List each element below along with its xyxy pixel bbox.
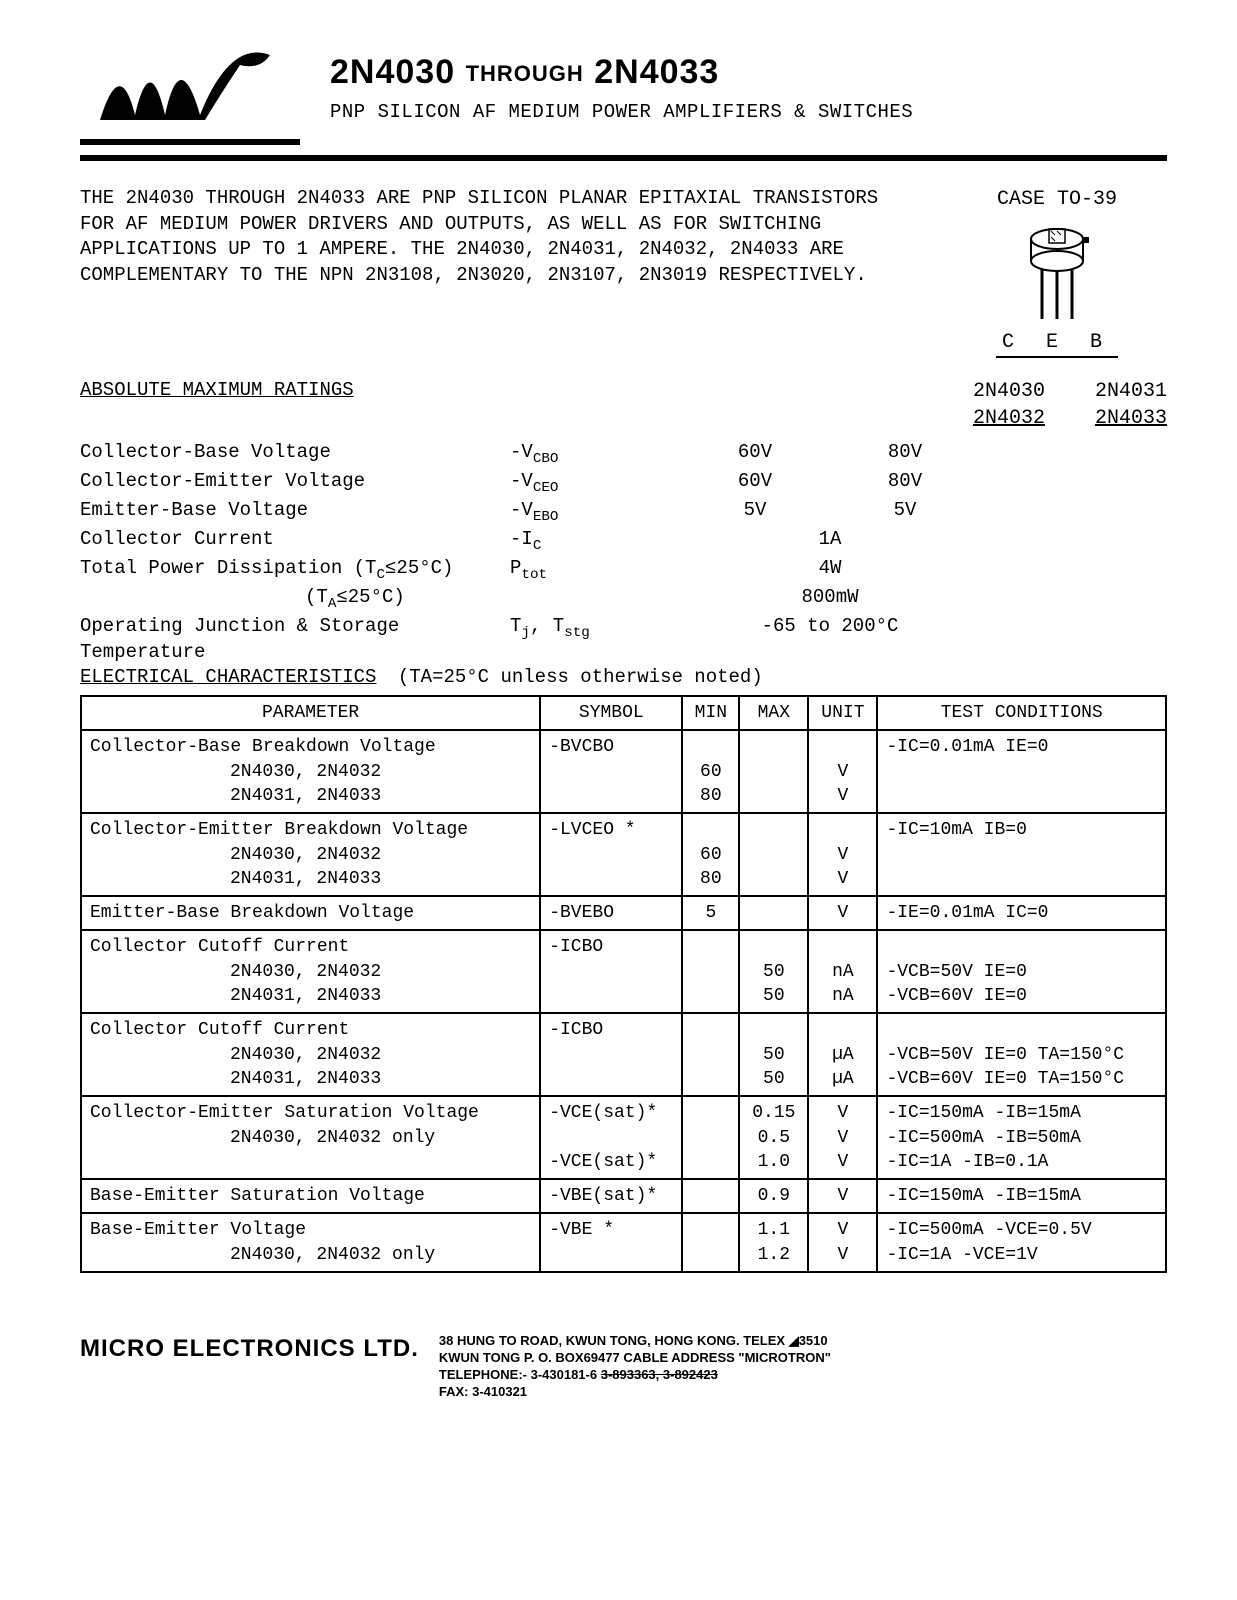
col1a: 2N4030	[973, 378, 1045, 405]
rating-row-ptot1: Total Power Dissipation (TC≤25°C) Ptot 4…	[80, 556, 1167, 585]
elec-header-row: PARAMETER SYMBOL MIN MAX UNIT TEST CONDI…	[81, 696, 1166, 730]
col2b: 2N4033	[1095, 405, 1167, 432]
elec-row: Base-Emitter Voltage2N4030, 2N4032 only-…	[81, 1213, 1166, 1272]
th-symbol: SYMBOL	[540, 696, 682, 730]
rating-row-ptot2: (TA≤25°C) 800mW	[80, 585, 1167, 614]
th-max: MAX	[739, 696, 808, 730]
footer: MICRO ELECTRONICS LTD. 38 HUNG TO ROAD, …	[80, 1333, 1167, 1401]
elec-row: Collector-Base Breakdown Voltage2N4030, …	[81, 730, 1166, 813]
header: 2N4030 THROUGH 2N4033 PNP SILICON AF MED…	[80, 30, 1167, 161]
logo-svg	[90, 35, 290, 135]
pin-labels: C E B	[996, 329, 1118, 358]
elec-row: Collector-Emitter Saturation Voltage2N40…	[81, 1096, 1166, 1179]
elec-row: Collector Cutoff Current2N4030, 2N40322N…	[81, 930, 1166, 1013]
th-min: MIN	[682, 696, 739, 730]
part-columns: 2N4030 2N4032 2N4031 2N4033	[973, 378, 1167, 432]
title-right: 2N4033	[594, 53, 719, 91]
intro-row: THE 2N4030 THROUGH 2N4033 ARE PNP SILICO…	[80, 186, 1167, 358]
intro-text: THE 2N4030 THROUGH 2N4033 ARE PNP SILICO…	[80, 186, 887, 358]
ratings-title: ABSOLUTE MAXIMUM RATINGS	[80, 378, 354, 432]
elec-section: ELECTRICAL CHARACTERISTICS (TA=25°C unle…	[80, 665, 1167, 1273]
elec-row: Collector-Emitter Breakdown Voltage2N403…	[81, 813, 1166, 896]
case-title: CASE TO-39	[947, 186, 1167, 213]
title-left: 2N4030	[330, 53, 455, 91]
th-unit: UNIT	[808, 696, 877, 730]
rating-row-tj: Operating Junction & Storage Temperature…	[80, 614, 1167, 665]
rating-row: Emitter-Base Voltage-VEBO5V5V	[80, 498, 1167, 527]
title-mid: THROUGH	[466, 61, 584, 86]
elec-cond: (TA=25°C unless otherwise noted)	[398, 666, 763, 688]
footer-company: MICRO ELECTRONICS LTD.	[80, 1333, 419, 1365]
subtitle: PNP SILICON AF MEDIUM POWER AMPLIFIERS &…	[330, 100, 1167, 126]
th-tc: TEST CONDITIONS	[877, 696, 1166, 730]
footer-address: 38 HUNG TO ROAD, KWUN TONG, HONG KONG. T…	[439, 1333, 831, 1401]
elec-row: Base-Emitter Saturation Voltage-VBE(sat)…	[81, 1179, 1166, 1213]
rating-row: Collector-Emitter Voltage-VCEO60V80V	[80, 469, 1167, 498]
elec-row: Emitter-Base Breakdown Voltage-BVEBO5V-I…	[81, 896, 1166, 930]
col1b: 2N4032	[973, 405, 1045, 432]
rating-row-ic: Collector Current -IC 1A	[80, 527, 1167, 556]
elec-row: Collector Cutoff Current2N4030, 2N40322N…	[81, 1013, 1166, 1096]
elec-table: PARAMETER SYMBOL MIN MAX UNIT TEST CONDI…	[80, 695, 1167, 1273]
rating-row: Collector-Base Voltage-VCBO60V80V	[80, 440, 1167, 469]
case-block: CASE TO-39 C E B	[947, 186, 1167, 358]
ratings-section: ABSOLUTE MAXIMUM RATINGS 2N4030 2N4032 2…	[80, 378, 1167, 665]
elec-title: ELECTRICAL CHARACTERISTICS	[80, 666, 376, 688]
title-block: 2N4030 THROUGH 2N4033 PNP SILICON AF MED…	[330, 30, 1167, 126]
to39-icon	[1012, 219, 1102, 329]
ratings-head: ABSOLUTE MAXIMUM RATINGS 2N4030 2N4032 2…	[80, 378, 1167, 432]
ratings-table: Collector-Base Voltage-VCBO60V80VCollect…	[80, 440, 1167, 665]
col2a: 2N4031	[1095, 378, 1167, 405]
logo	[80, 30, 300, 145]
th-param: PARAMETER	[81, 696, 540, 730]
main-title: 2N4030 THROUGH 2N4033	[330, 50, 1167, 96]
